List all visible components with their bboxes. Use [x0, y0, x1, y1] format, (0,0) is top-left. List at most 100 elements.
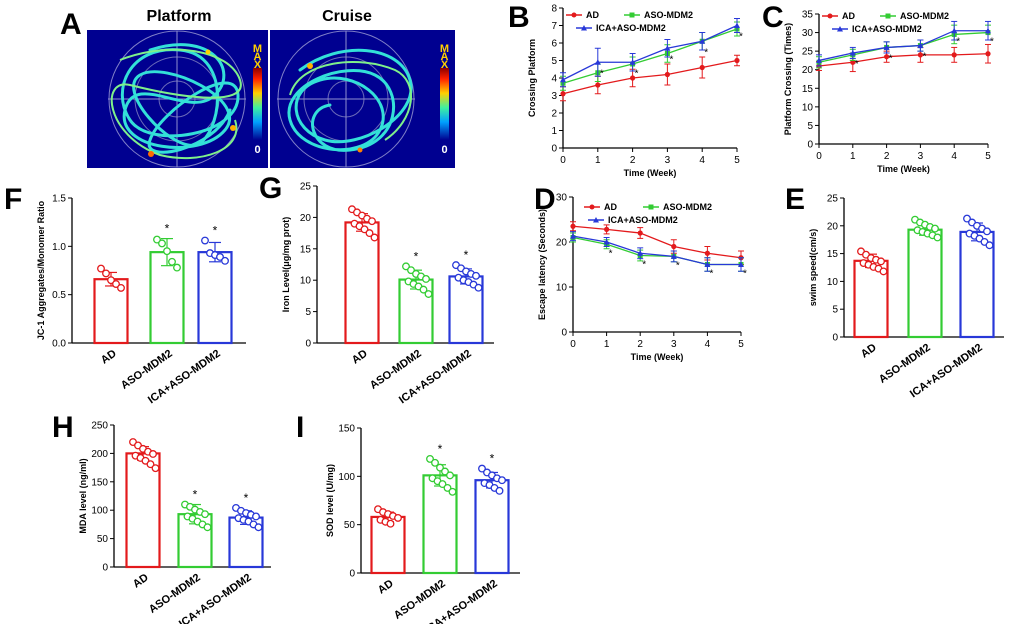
significance-star: *: [704, 47, 708, 58]
x-tick-label: 0: [816, 151, 822, 162]
x-tick-label: 0: [570, 339, 576, 350]
y-tick-label: 35: [802, 10, 814, 21]
data-point: [951, 52, 957, 58]
y-tick-label: 5: [551, 56, 557, 67]
panel-b-line-chart: B 0 1 2 3 4 5 6 7 8 Crossing Platform 0 1 2 3 4 5 Time (W…: [508, 1, 743, 178]
legend-marker: [648, 204, 654, 210]
x-tick-label: 3: [671, 339, 677, 350]
data-point: [370, 233, 379, 242]
significance-star: *: [635, 68, 639, 79]
bar: [197, 251, 233, 345]
y-tick-label: 10: [300, 276, 312, 287]
x-tick-label: 1: [595, 155, 601, 166]
y-tick-label: 0: [561, 328, 567, 339]
data-point: [963, 214, 971, 223]
x-tick-label: 2: [884, 151, 890, 162]
data-point: [97, 264, 105, 273]
y-tick-label: 10: [556, 283, 568, 294]
significance-star: *: [414, 249, 419, 263]
y-tick-label: 6: [551, 39, 557, 50]
data-point: [630, 75, 636, 81]
legend-label: AD: [604, 202, 617, 212]
bar-group-ad: AD: [125, 438, 161, 591]
data-point: [394, 513, 402, 522]
y-tick-label: 3: [551, 91, 557, 102]
y-tick-label: 2: [551, 109, 557, 120]
category-label: AD: [99, 348, 119, 367]
significance-star: *: [676, 260, 680, 271]
legend-item: ASO-MDM2: [643, 202, 712, 212]
y-axis-title: Escape latency (Seconds): [537, 209, 547, 320]
y-axis-title: SOD level (U/mg): [325, 464, 335, 537]
data-point: [917, 42, 924, 49]
bar-group-aso-mdm2: *ASO-MDM2: [392, 442, 458, 622]
panel-letter-b: B: [508, 1, 530, 34]
series-line: [818, 30, 988, 62]
x-tick-label: 3: [918, 151, 924, 162]
y-axis-title: MDA level (ng/ml): [78, 458, 88, 533]
data-point: [560, 91, 566, 97]
significance-star: *: [490, 452, 495, 466]
y-tick-label: 4: [551, 74, 557, 85]
significance-star: *: [438, 442, 443, 456]
significance-star: *: [165, 222, 170, 236]
significance-star: *: [889, 53, 893, 64]
series-line: [818, 31, 989, 63]
legend-item: ICA+ASO-MDM2: [588, 215, 678, 225]
legend-marker: [827, 13, 833, 19]
y-tick-label: 5: [807, 121, 813, 132]
x-tick-label: 2: [637, 339, 643, 350]
panel-letter-h: H: [52, 411, 74, 444]
data-point: [699, 38, 706, 44]
significance-star: *: [709, 269, 713, 280]
significance-star: *: [956, 37, 960, 48]
y-tick-label: 50: [344, 520, 356, 531]
bar-group-ad: AD: [93, 264, 129, 367]
panel-letter-a: A: [60, 8, 82, 41]
data-point: [443, 483, 452, 492]
data-point: [201, 236, 209, 245]
data-point: [604, 226, 610, 232]
track-title-platform: Platform: [147, 8, 212, 25]
x-tick-label: 5: [985, 151, 991, 162]
data-point: [438, 480, 447, 489]
y-tick-label: 25: [802, 47, 814, 58]
data-point: [151, 464, 160, 473]
x-tick-label: 3: [665, 155, 671, 166]
data-point: [431, 458, 439, 467]
y-tick-label: 10: [827, 277, 839, 288]
series-line: [572, 236, 741, 266]
data-point: [985, 51, 991, 57]
bar-group-ica-aso-mdm2: *ICA+ASO-MDM2: [177, 491, 264, 624]
colorbar-min-label: 0: [254, 144, 260, 156]
data-point: [252, 512, 260, 521]
y-tick-label: 30: [556, 193, 568, 204]
data-point: [704, 261, 711, 267]
significance-star: *: [600, 68, 604, 79]
data-point: [629, 59, 636, 65]
legend-marker: [593, 217, 599, 223]
data-point: [670, 253, 677, 259]
y-tick-label: 25: [827, 194, 839, 205]
data-point: [664, 71, 671, 78]
y-tick-label: 100: [91, 506, 108, 517]
data-point: [734, 22, 740, 28]
x-tick-label: 5: [738, 339, 744, 350]
x-axis-title: Time (Week): [877, 164, 930, 174]
x-tick-label: 5: [734, 155, 740, 166]
bar-group-ad: AD: [853, 247, 889, 361]
bar-group-ad: AD: [344, 205, 380, 367]
panel-d-line-chart: D 0 10 20 30 Escape latency (Seconds) 0 1 2 3 4 5 Ti…: [534, 183, 747, 362]
y-axis-title: Crossing Platform: [527, 39, 537, 117]
x-tick-label: 0: [560, 155, 566, 166]
x-tick-label: 4: [705, 339, 711, 350]
bar: [474, 479, 510, 575]
panel-letter-d: D: [534, 183, 556, 216]
data-point: [365, 229, 374, 238]
y-axis-title: Iron Level(μg/mg prot): [281, 217, 291, 313]
data-point: [168, 257, 176, 266]
